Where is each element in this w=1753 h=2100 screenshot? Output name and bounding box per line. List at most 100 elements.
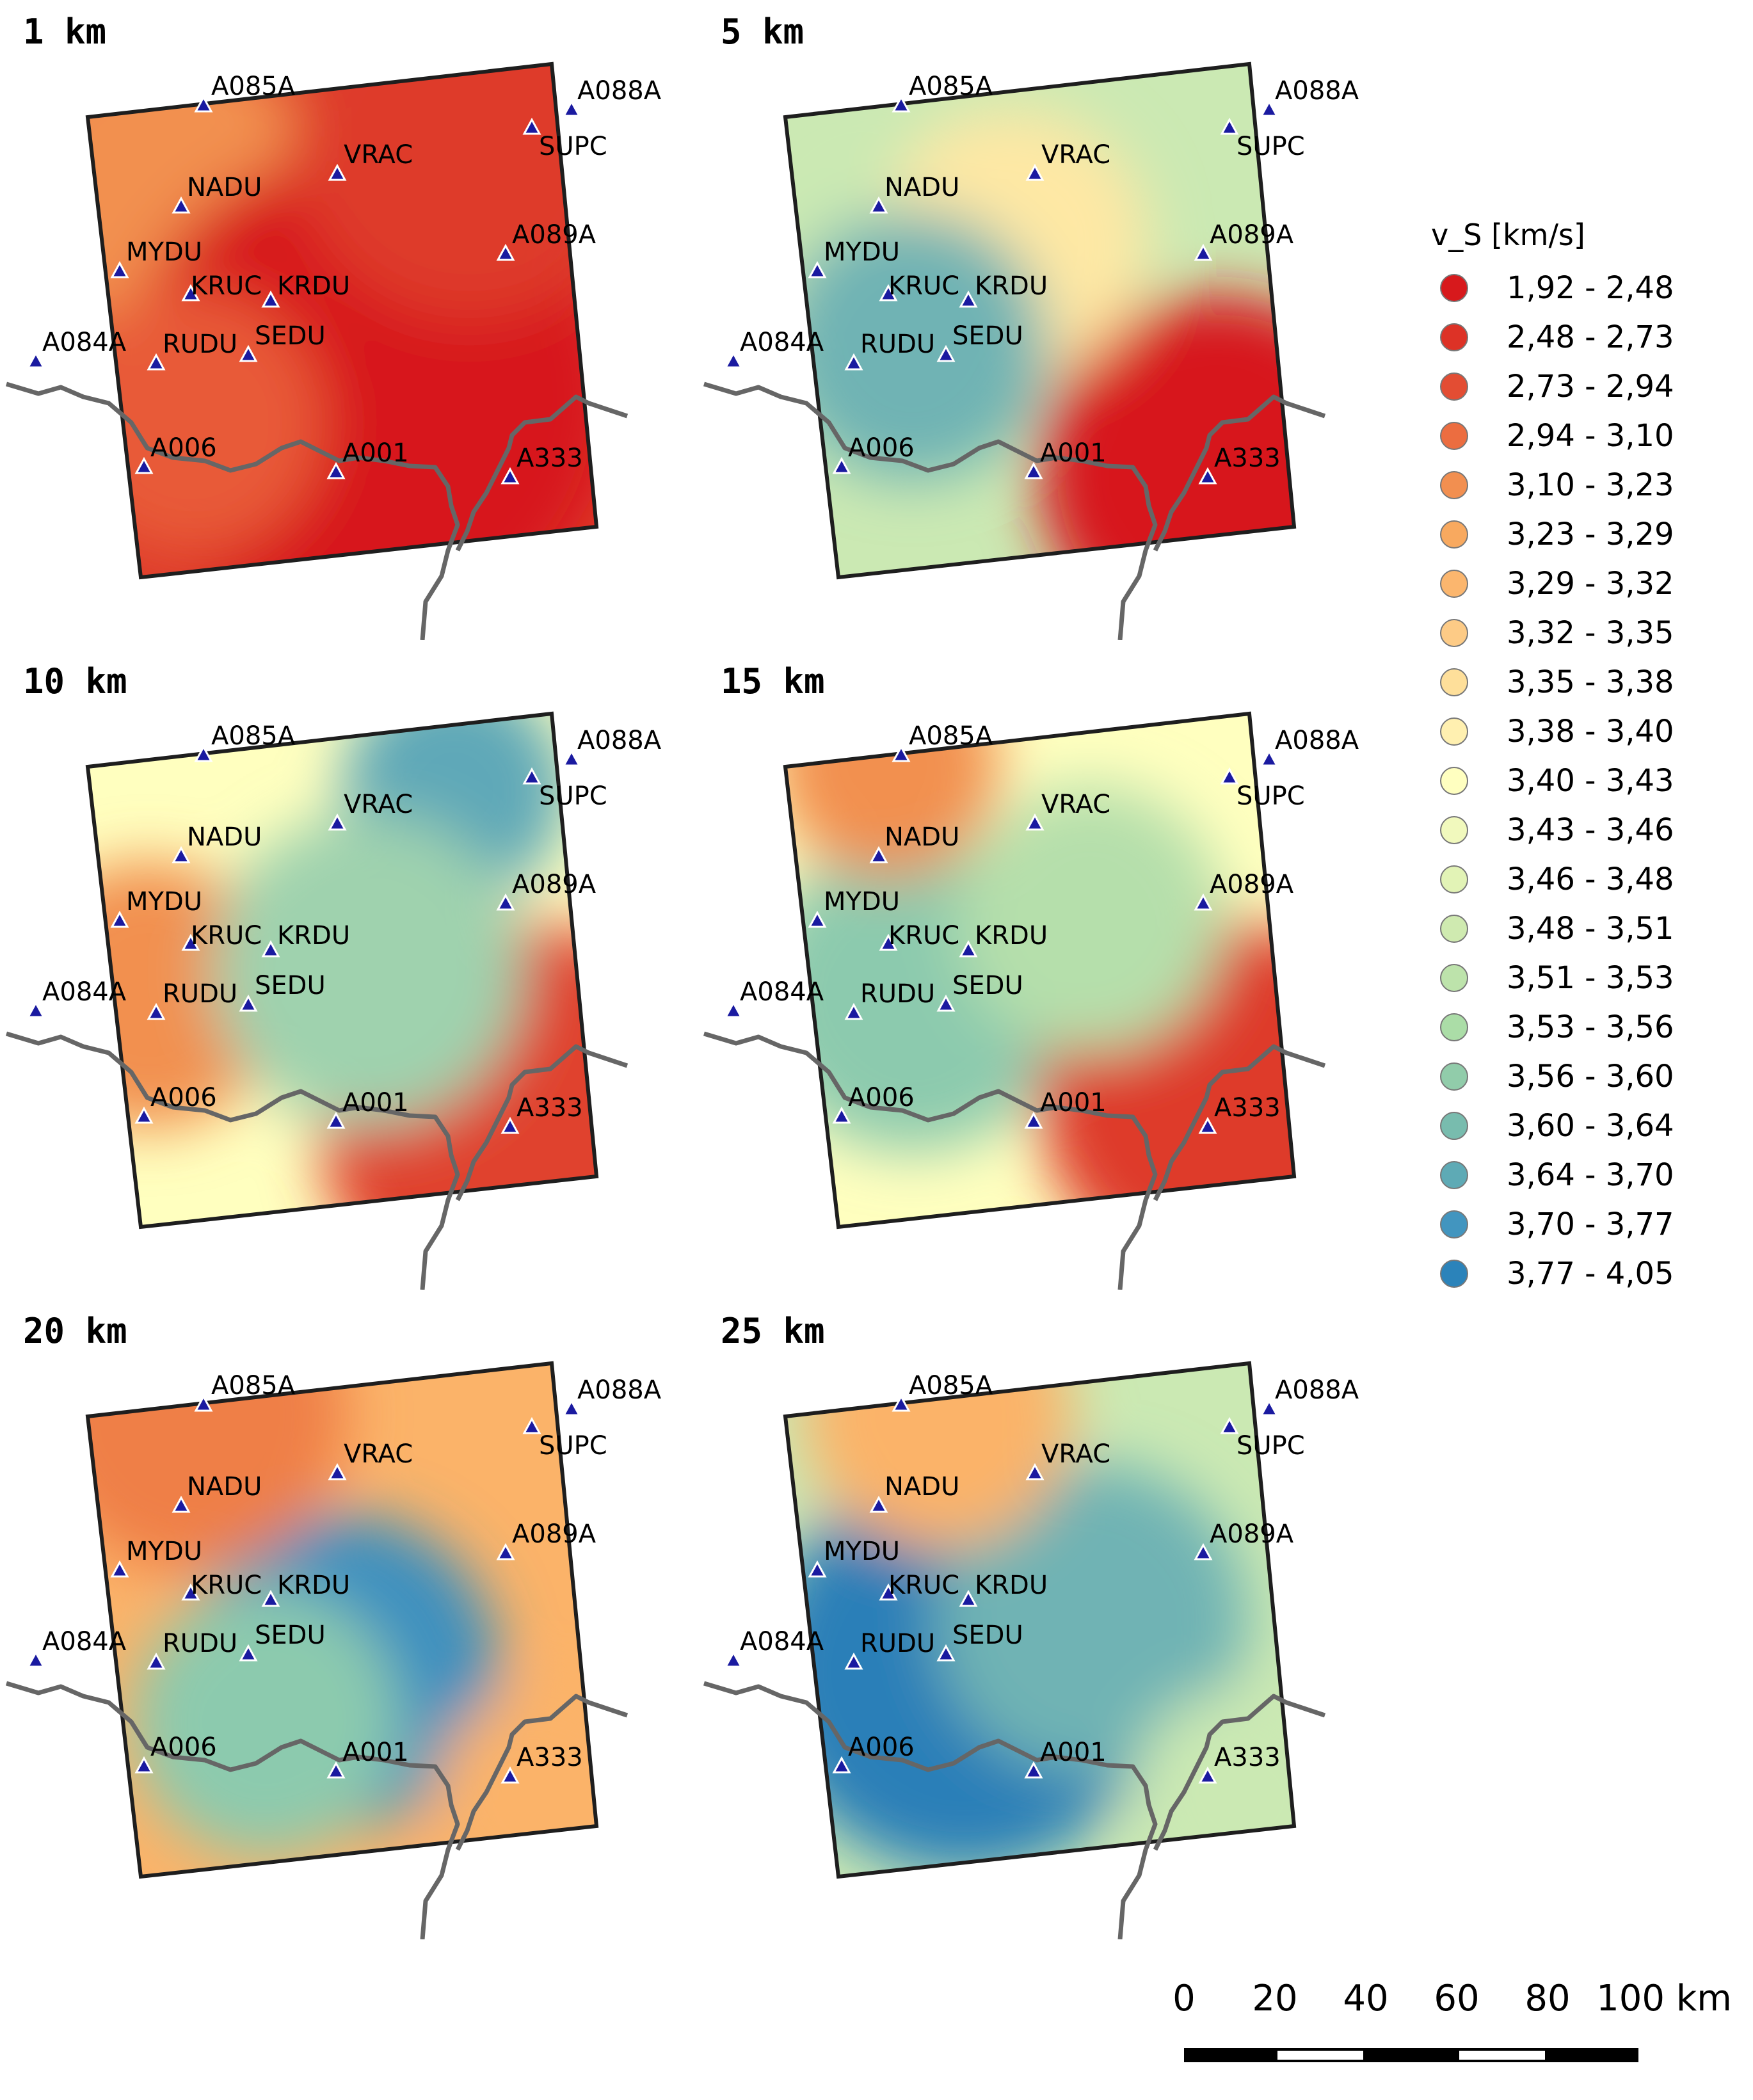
station-label: SEDU [952, 1621, 1023, 1650]
station-label: NADU [885, 822, 959, 852]
legend-swatch [1440, 520, 1468, 549]
station-marker [869, 196, 888, 214]
legend-label: 3,70 - 3,77 [1507, 1206, 1674, 1242]
station-marker [1024, 1761, 1043, 1779]
station-marker [522, 1416, 541, 1434]
station-marker [936, 994, 956, 1012]
station-marker [26, 1000, 45, 1018]
station-marker [26, 1650, 45, 1668]
map-panel-25-km: A085A A088A VRAC SUPC NADU A089A MYDU KRUC KRDU A… [698, 1299, 1389, 1939]
station-label: A089A [512, 870, 596, 899]
scale-segment [1366, 2048, 1457, 2062]
station-label: KRDU [277, 1571, 350, 1600]
station-label: A088A [1275, 726, 1359, 755]
station-label: A333 [516, 1743, 583, 1772]
legend-label: 3,64 - 3,70 [1507, 1157, 1674, 1193]
legend-title: v_S [km/s] [1431, 218, 1585, 252]
station-marker [1194, 893, 1213, 911]
station-marker [326, 1761, 346, 1779]
station-label: KRDU [277, 921, 350, 950]
station-label: KRUC [191, 921, 262, 950]
station-marker [1025, 813, 1045, 831]
station-marker [261, 940, 280, 958]
legend-swatch [1440, 717, 1468, 746]
station-marker [134, 1106, 154, 1124]
station-label: A001 [1040, 1738, 1107, 1767]
scale-segment [1457, 2048, 1548, 2062]
station-label: SUPC [539, 781, 607, 811]
station-label: SUPC [539, 1431, 607, 1461]
legend-entry: 3,60 - 3,64 [1440, 1107, 1674, 1145]
station-label: NADU [187, 822, 262, 852]
legend-entry: 3,35 - 3,38 [1440, 663, 1674, 701]
station-marker [562, 1399, 581, 1416]
legend-swatch [1440, 1013, 1468, 1041]
river-line [703, 1681, 1158, 1939]
station-marker [500, 467, 520, 485]
study-area-boundary [783, 61, 1297, 580]
station-label: A333 [1214, 1743, 1281, 1772]
scale-segment [1548, 2048, 1638, 2062]
station-label: A006 [150, 1083, 217, 1112]
legend-swatch [1440, 274, 1468, 302]
station-label: A085A [211, 72, 296, 101]
station-label: A333 [1214, 1093, 1281, 1123]
legend-label: 2,94 - 3,10 [1507, 418, 1674, 454]
station-marker [328, 163, 347, 181]
study-area-boundary [85, 61, 599, 580]
station-marker [110, 1560, 129, 1578]
legend-label: 3,46 - 3,48 [1507, 862, 1674, 897]
station-marker [844, 353, 863, 371]
station-label: MYDU [824, 887, 900, 917]
velocity-zone [803, 1363, 1073, 1549]
station-marker [147, 1652, 166, 1670]
station-marker [239, 1644, 258, 1662]
station-label: A089A [1210, 870, 1294, 899]
station-label: VRAC [1041, 1439, 1110, 1469]
velocity-zone [290, 64, 596, 320]
legend-entry: 3,46 - 3,48 [1440, 860, 1674, 899]
scale-tick-label: 0 [1173, 1978, 1196, 2019]
station-label: RUDU [860, 979, 935, 1009]
legend-entry: 3,32 - 3,35 [1440, 614, 1674, 652]
station-marker [134, 456, 154, 474]
station-label: SEDU [255, 971, 326, 1000]
station-marker [724, 1650, 743, 1668]
station-marker [844, 1002, 863, 1020]
scale-tick-label: 100 km [1596, 1978, 1732, 2019]
legend-label: 3,43 - 3,46 [1507, 812, 1674, 848]
legend-swatch [1440, 915, 1468, 943]
station-label: A089A [1210, 220, 1294, 250]
river-line [455, 1694, 628, 1851]
station-marker [724, 351, 743, 369]
river-line [1153, 1694, 1326, 1851]
station-marker [879, 933, 898, 951]
map-panel-20-km: A085A A088A VRAC SUPC NADU A089A MYDU KRUC KRDU A… [0, 1299, 691, 1939]
station-marker [1198, 467, 1217, 485]
station-label: MYDU [126, 887, 202, 917]
station-label: SUPC [539, 132, 607, 161]
legend-entry: 3,64 - 3,70 [1440, 1156, 1674, 1194]
legend-entry: 3,51 - 3,53 [1440, 959, 1674, 997]
station-marker [1220, 117, 1239, 135]
station-marker [1198, 1766, 1217, 1784]
station-marker [808, 1560, 827, 1578]
panel-title: 1 km [23, 12, 107, 52]
river-line [455, 394, 628, 552]
station-label: A084A [740, 1627, 824, 1656]
station-label: KRUC [191, 271, 262, 301]
station-marker [562, 749, 581, 767]
station-label: KRDU [277, 271, 350, 301]
river-line [5, 1031, 460, 1290]
station-marker [496, 893, 515, 911]
station-label: A006 [150, 1733, 217, 1762]
station-label: A088A [1275, 1375, 1359, 1405]
legend-swatch [1440, 767, 1468, 795]
scale-tick-label: 40 [1343, 1978, 1389, 2019]
legend-entry: 3,29 - 3,32 [1440, 565, 1674, 603]
panel-title: 20 km [23, 1311, 127, 1351]
station-label: A088A [1275, 76, 1359, 106]
legend-entry: 3,48 - 3,51 [1440, 910, 1674, 948]
legend-label: 3,40 - 3,43 [1507, 763, 1674, 799]
station-label: A088A [577, 726, 662, 755]
